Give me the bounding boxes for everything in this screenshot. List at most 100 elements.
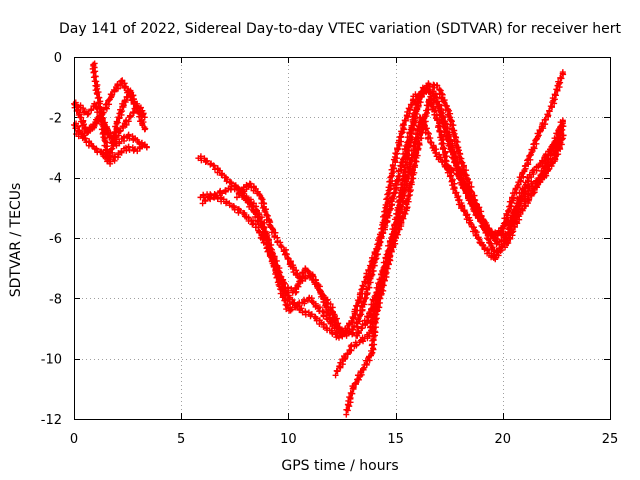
data-point <box>412 115 419 122</box>
data-point <box>536 127 543 134</box>
data-point <box>450 122 457 129</box>
data-point <box>557 74 564 81</box>
data-point <box>233 194 240 201</box>
data-point <box>198 157 205 164</box>
data-point <box>552 91 559 98</box>
data-point <box>520 173 527 180</box>
data-point <box>97 117 104 124</box>
data-point <box>432 149 439 156</box>
data-point <box>380 287 387 294</box>
data-point <box>383 196 390 203</box>
chart-title: Day 141 of 2022, Sidereal Day-to-day VTE… <box>59 21 621 37</box>
y-tick-label: -2 <box>49 111 62 126</box>
data-point <box>443 153 450 160</box>
data-point <box>426 86 433 93</box>
data-point <box>522 195 529 202</box>
data-point <box>285 295 292 302</box>
data-point <box>378 229 385 236</box>
data-point <box>439 114 446 121</box>
data-point <box>349 326 356 333</box>
data-point <box>358 325 365 332</box>
data-point <box>460 182 467 189</box>
data-point <box>80 105 87 112</box>
data-point <box>256 191 263 198</box>
data-point <box>383 264 390 271</box>
data-point <box>513 189 520 196</box>
data-point <box>407 101 414 108</box>
data-point <box>328 327 335 334</box>
series-early-5 <box>73 129 148 167</box>
data-point <box>312 313 319 320</box>
data-point <box>411 139 418 146</box>
data-point <box>85 110 92 117</box>
data-point <box>354 297 361 304</box>
data-point <box>210 162 217 169</box>
data-point <box>281 297 288 304</box>
data-point <box>336 328 343 335</box>
data-point <box>130 92 137 99</box>
data-point <box>442 148 449 155</box>
data-point <box>320 321 327 328</box>
data-point <box>352 380 359 387</box>
data-point <box>291 299 298 306</box>
data-point <box>349 314 356 321</box>
data-point <box>355 316 362 323</box>
data-point <box>335 325 342 332</box>
data-point <box>297 305 304 312</box>
data-point <box>411 147 418 154</box>
data-point <box>388 242 395 249</box>
data-point <box>502 221 509 228</box>
data-point <box>443 163 450 170</box>
data-point <box>429 103 436 110</box>
y-tick-label: -4 <box>49 172 62 187</box>
data-point <box>450 167 457 174</box>
data-point <box>372 316 379 323</box>
data-point <box>246 180 253 187</box>
data-point <box>324 316 331 323</box>
data-point <box>366 284 373 291</box>
data-point <box>302 311 309 318</box>
data-point <box>84 111 91 118</box>
data-point <box>91 78 98 85</box>
data-point <box>518 207 525 214</box>
data-point <box>547 103 554 110</box>
data-point <box>93 119 100 126</box>
data-point <box>546 108 553 115</box>
data-point <box>287 258 294 265</box>
data-point <box>350 384 357 391</box>
data-point <box>136 145 143 152</box>
data-point <box>559 117 566 124</box>
data-point <box>98 110 105 117</box>
data-point <box>452 190 459 197</box>
data-point <box>360 365 367 372</box>
data-point <box>464 211 471 218</box>
data-point <box>542 160 549 167</box>
data-point <box>468 198 475 205</box>
data-point <box>331 311 338 318</box>
data-point <box>352 379 359 386</box>
data-point <box>437 154 444 161</box>
data-point <box>121 133 128 140</box>
data-point <box>505 207 512 214</box>
data-point <box>141 126 148 133</box>
data-point <box>370 333 377 340</box>
data-point <box>404 204 411 211</box>
data-point <box>93 90 100 97</box>
data-point <box>134 100 141 107</box>
data-point <box>558 122 565 129</box>
plot-frame <box>74 57 611 420</box>
data-point <box>336 363 343 370</box>
data-point <box>472 202 479 209</box>
data-point <box>423 125 430 132</box>
data-point <box>312 276 319 283</box>
data-point <box>453 153 460 160</box>
data-point <box>400 121 407 128</box>
data-point <box>448 117 455 124</box>
data-point <box>268 241 275 248</box>
data-point <box>239 187 246 194</box>
data-point <box>480 243 487 250</box>
data-point <box>450 129 457 136</box>
data-point <box>299 309 306 316</box>
data-point <box>425 80 432 87</box>
